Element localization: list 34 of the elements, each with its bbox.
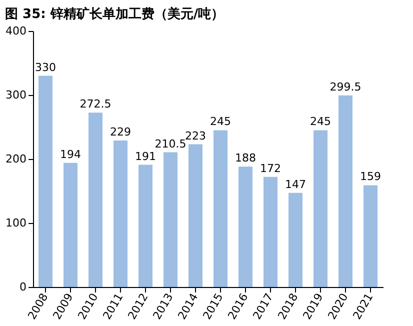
bar — [114, 140, 128, 287]
bar — [88, 112, 102, 287]
data-label: 147 — [285, 178, 306, 191]
data-label: 188 — [235, 152, 256, 165]
bar — [138, 164, 152, 287]
data-label: 272.5 — [80, 98, 112, 111]
bar — [64, 162, 78, 287]
data-label: 194 — [60, 148, 81, 161]
data-label: 172 — [260, 162, 281, 175]
bar — [314, 130, 328, 287]
y-tick-label: 100 — [6, 216, 26, 230]
data-label: 191 — [135, 150, 156, 163]
bar — [338, 95, 352, 287]
bar — [264, 176, 278, 287]
bar — [238, 166, 252, 287]
data-label: 299.5 — [330, 80, 362, 94]
data-label: 330 — [35, 60, 56, 74]
data-label: 245 — [210, 115, 231, 128]
y-tick-label: 400 — [6, 24, 26, 38]
y-tick-label: 0 — [20, 280, 26, 294]
bar — [38, 76, 52, 287]
y-tick-label: 300 — [6, 88, 26, 102]
data-label: 159 — [360, 170, 381, 184]
chart-title: 图 35: 锌精矿长单加工费（美元/吨） — [5, 6, 224, 22]
bar — [288, 192, 302, 287]
data-label: 210.5 — [154, 137, 186, 150]
data-label: 223 — [185, 129, 206, 142]
bar — [188, 144, 202, 287]
y-tick-label: 200 — [6, 152, 26, 166]
bar — [364, 185, 378, 287]
bar — [164, 152, 178, 287]
bar — [214, 130, 228, 287]
data-label: 229 — [110, 125, 131, 138]
data-label: 245 — [310, 115, 331, 128]
